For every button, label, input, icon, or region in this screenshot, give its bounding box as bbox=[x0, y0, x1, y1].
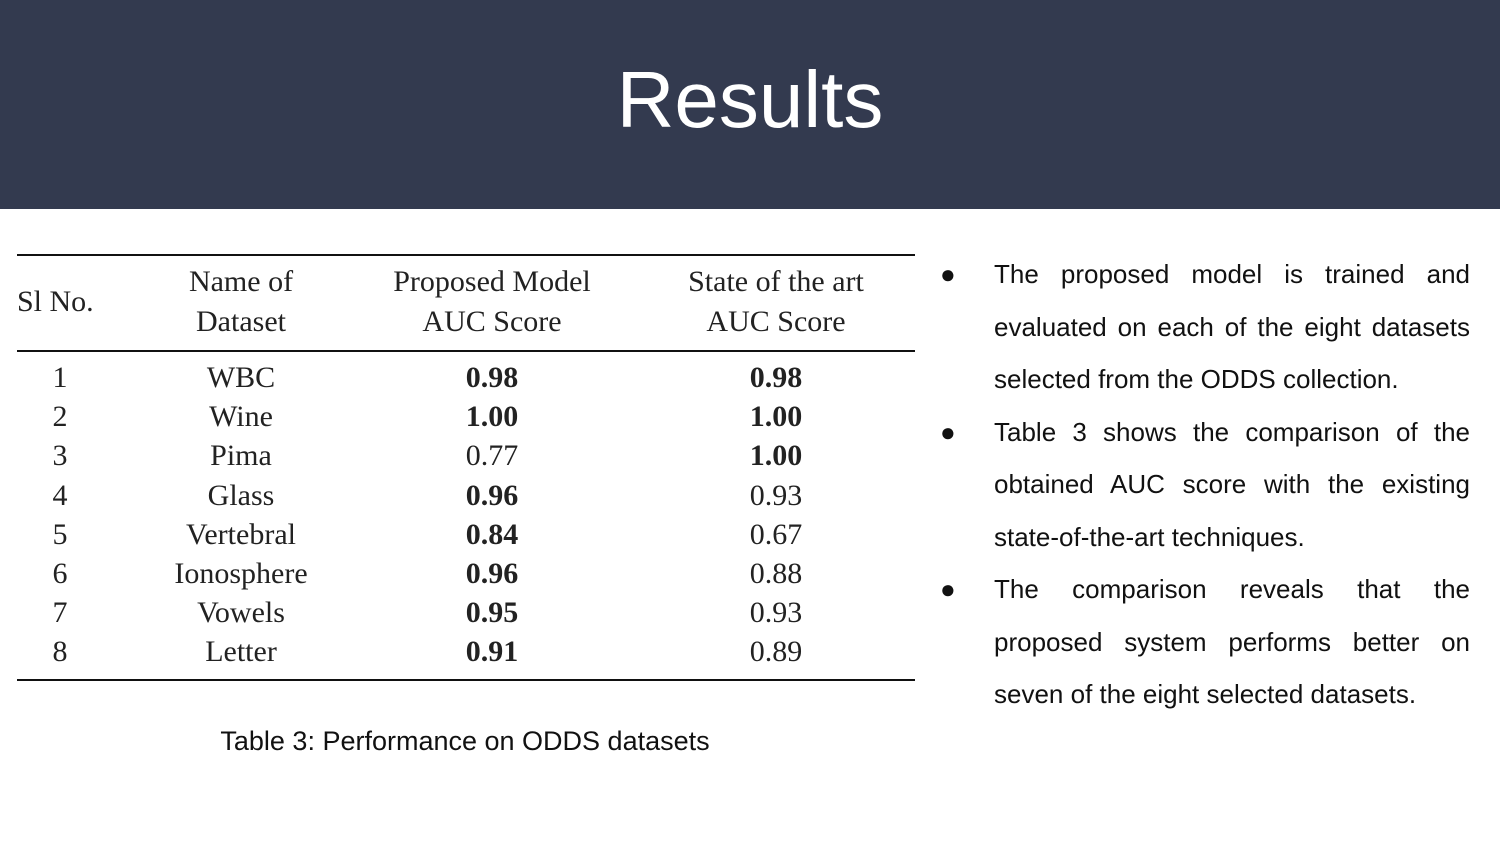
bullet-item: ● The proposed model is trained and evalu… bbox=[940, 248, 1470, 406]
bullet-item: ● Table 3 shows the comparison of the obt… bbox=[940, 406, 1470, 564]
table-cell: 2 bbox=[52, 400, 68, 434]
column-header: Sl No. bbox=[17, 285, 94, 318]
table-cell: Glass bbox=[207, 478, 275, 512]
bullet-text: The proposed model is trained and evalua… bbox=[994, 259, 1470, 394]
table-cell: 4 bbox=[52, 478, 68, 512]
table-cell: 0.93 bbox=[749, 478, 803, 512]
column-header: Dataset bbox=[196, 305, 286, 338]
bullet-item: ● The comparison reveals that the propose… bbox=[940, 563, 1470, 721]
table-cell: 0.88 bbox=[749, 557, 803, 590]
bullet-marker: ● bbox=[940, 416, 956, 447]
table-cell: 8 bbox=[52, 635, 68, 669]
table-cell: 1.00 bbox=[465, 400, 519, 434]
column-header: Name of bbox=[188, 265, 294, 298]
column-header: AUC Score bbox=[706, 305, 846, 338]
table-cell: 0.84 bbox=[465, 517, 519, 551]
table-cell: Vertebral bbox=[186, 517, 296, 551]
table-cell: 0.77 bbox=[465, 439, 519, 473]
table-cell: 1 bbox=[52, 361, 68, 394]
table-cell: 5 bbox=[52, 517, 68, 551]
bullet-text: The comparison reveals that the proposed… bbox=[994, 574, 1470, 709]
table-cell: 0.96 bbox=[465, 478, 519, 512]
table-cell: Letter bbox=[205, 635, 277, 669]
table-cell: 1.00 bbox=[749, 400, 803, 434]
column-header: Proposed Model bbox=[393, 265, 591, 298]
table-cell: 0.67 bbox=[749, 517, 803, 551]
table-cell: 1.00 bbox=[749, 439, 803, 473]
bottom-rule bbox=[17, 679, 915, 681]
table-cell: 3 bbox=[52, 439, 68, 473]
table-cell: 6 bbox=[52, 557, 68, 590]
table-cell: 0.91 bbox=[465, 635, 519, 669]
bullet-list: ● The proposed model is trained and evalu… bbox=[940, 248, 1470, 721]
title: Results bbox=[616, 55, 884, 144]
column-header: AUC Score bbox=[422, 305, 562, 338]
table-cell: 0.95 bbox=[465, 596, 519, 630]
bullet-text: Table 3 shows the comparison of the obta… bbox=[994, 416, 1470, 552]
table-cell: Pima bbox=[210, 439, 272, 473]
table-cell: 0.98 bbox=[749, 361, 803, 394]
top-rule bbox=[17, 254, 915, 256]
table-cell: 0.89 bbox=[749, 635, 803, 669]
bullet-marker: ● bbox=[940, 259, 956, 289]
table-cell: Ionosphere bbox=[174, 557, 308, 590]
header-rule bbox=[17, 350, 915, 352]
caption: Table 3: Performance on ODDS datasets bbox=[220, 726, 710, 756]
table-cell: 0.98 bbox=[465, 361, 519, 394]
table-cell: 0.96 bbox=[465, 557, 519, 590]
table-cell: Vowels bbox=[197, 596, 285, 630]
table-cell: WBC bbox=[206, 361, 276, 394]
column-header: State of the art bbox=[688, 265, 864, 298]
header-bar: Results bbox=[0, 0, 1500, 209]
bullet-marker: ● bbox=[940, 574, 956, 604]
table-cell: Wine bbox=[209, 400, 273, 434]
table-cell: 7 bbox=[52, 596, 68, 630]
table-cell: 0.93 bbox=[749, 596, 803, 630]
